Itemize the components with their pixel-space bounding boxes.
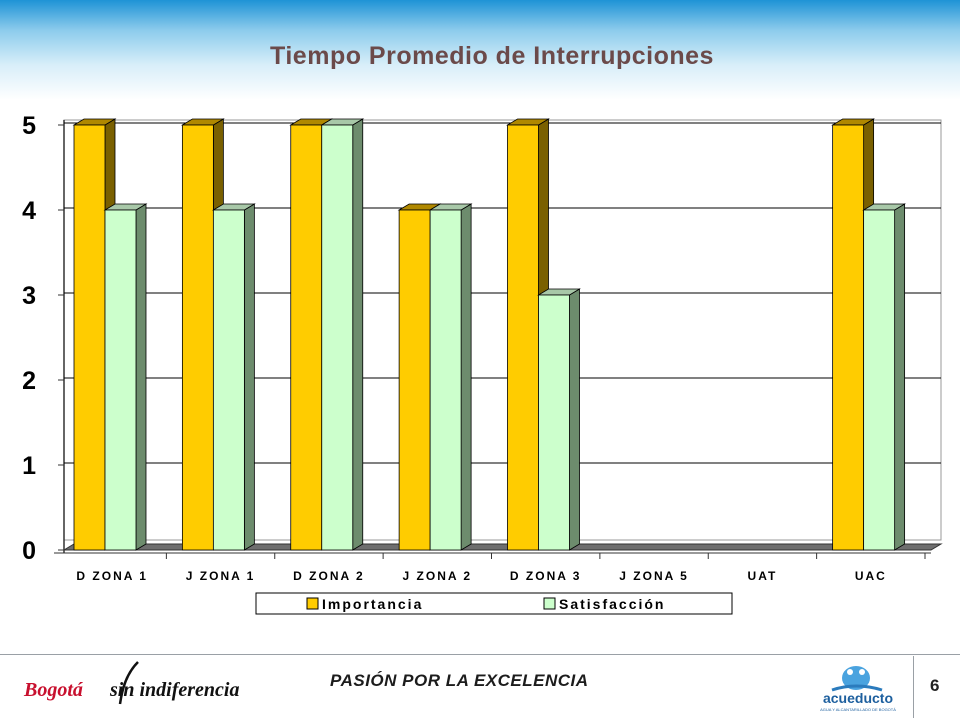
y-tick-label: 4 <box>22 197 36 225</box>
y-tick-label: 5 <box>22 112 36 140</box>
x-tick-label: D ZONA 1 <box>76 569 148 583</box>
logo-sin-indiferencia-text: sin indiferencia <box>109 679 239 701</box>
x-tick-label: UAC <box>855 569 887 583</box>
logo-swoosh <box>118 661 139 705</box>
frog-eye-icon <box>859 669 865 675</box>
x-tick-label: D ZONA 3 <box>510 569 582 583</box>
bar-satisfaccin-uac <box>862 203 907 551</box>
logo-acueducto-text: acueducto <box>823 690 893 706</box>
legend-box <box>255 592 733 615</box>
bar-satisfaccin-d-zona-2 <box>320 118 365 551</box>
y-tick-label: 2 <box>22 367 36 395</box>
bar-front <box>212 209 245 551</box>
bar-satisfaccin-d-zona-3 <box>537 288 581 551</box>
legend-label-satisfaccion: Satisfacción <box>559 596 665 612</box>
bar-front <box>290 124 323 551</box>
footer-vertical-divider <box>913 656 914 718</box>
bar-front <box>181 124 214 551</box>
x-tick-label: J ZONA 2 <box>403 569 473 583</box>
bar-front <box>863 209 896 551</box>
bar-side <box>894 203 906 551</box>
bar-front <box>429 209 462 551</box>
bars <box>72 118 907 551</box>
y-tick-label: 1 <box>22 452 36 480</box>
bar-satisfaccin-j-zona-1 <box>211 203 256 551</box>
bar-side <box>135 203 147 551</box>
x-tick-label: D ZONA 2 <box>293 569 365 583</box>
x-tick-label: J ZONA 5 <box>619 569 689 583</box>
bar-side <box>243 203 255 551</box>
frog-legs-icon <box>831 684 883 692</box>
bar-front <box>73 124 106 551</box>
bar-satisfaccin-d-zona-1 <box>103 203 148 551</box>
bar-side <box>460 203 472 551</box>
bogota-logo: Bogotá sin indiferencia <box>23 661 239 705</box>
legend: Importancia Satisfacción <box>255 592 733 615</box>
floor-top <box>62 543 943 551</box>
frog-eye-icon <box>847 669 853 675</box>
plot-area <box>63 119 942 553</box>
chart-floor <box>54 543 943 554</box>
bar-front <box>398 209 431 551</box>
bar-front <box>104 209 137 551</box>
bar-front <box>507 124 539 551</box>
legend-label-importancia: Importancia <box>322 596 423 612</box>
y-tick-label: 0 <box>22 537 36 565</box>
logo-acueducto-subtext: AGUA Y ALCANTARILLADO DE BOGOTÁ <box>820 707 896 712</box>
bar-side <box>352 118 364 551</box>
bar-front <box>538 294 570 551</box>
x-axis-ticks: D ZONA 1 J ZONA 1 D ZONA 2 J ZONA 2 D ZONA 3… <box>76 553 926 583</box>
bar-side <box>569 288 580 551</box>
bar-front <box>321 124 354 551</box>
x-tick-label: J ZONA 1 <box>186 569 256 583</box>
y-tick-label: 3 <box>22 282 36 310</box>
legend-swatch-importancia <box>306 597 319 610</box>
footer-slogan: PASIÓN POR LA EXCELENCIA <box>330 671 589 690</box>
y-axis-ticks: 0 1 2 3 4 5 <box>22 112 64 565</box>
slide-title: Tiempo Promedio de Interrupciones <box>270 42 714 70</box>
page-number: 6 <box>930 676 940 695</box>
x-tick-label: UAT <box>748 569 778 583</box>
logo-bogota-text: Bogotá <box>23 679 84 701</box>
bar-satisfaccin-j-zona-2 <box>428 203 473 551</box>
footer-divider <box>0 654 960 655</box>
legend-swatch-satisfaccion <box>543 597 556 610</box>
bar-front <box>832 124 865 551</box>
acueducto-logo: acueducto AGUA Y ALCANTARILLADO DE BOGOT… <box>820 666 896 712</box>
